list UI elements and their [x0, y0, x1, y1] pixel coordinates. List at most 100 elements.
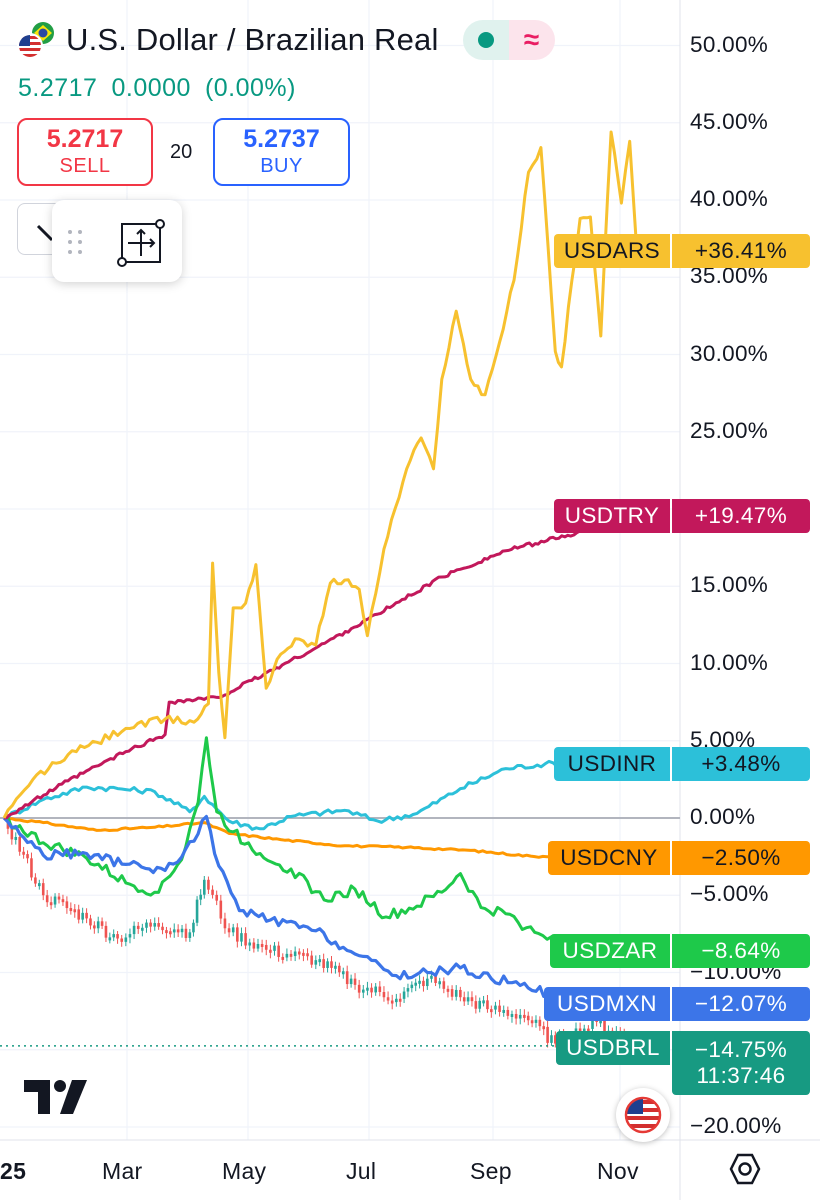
- approx-data-icon: ≈: [508, 20, 555, 60]
- candle-body: [188, 932, 192, 938]
- candle-body: [402, 991, 406, 999]
- candle-body: [157, 923, 160, 927]
- candle-body: [124, 937, 128, 942]
- candle-body: [41, 883, 45, 896]
- series-value-label: −8.64%: [672, 934, 810, 968]
- y-tick-label: 45.00%: [690, 108, 769, 134]
- candle-body: [530, 1020, 534, 1024]
- x-tick-label: Mar: [102, 1158, 143, 1184]
- symbol-header[interactable]: U.S. Dollar / Brazilian Real ≈: [16, 20, 555, 60]
- candle-body: [293, 951, 297, 957]
- candle-body: [398, 998, 402, 1002]
- candle-body: [374, 986, 377, 993]
- candle-body: [141, 927, 144, 931]
- candle-body: [89, 918, 92, 926]
- series-value-label: −14.75%: [694, 1037, 788, 1062]
- candle-body: [273, 945, 276, 951]
- us-flag-icon[interactable]: [616, 1088, 670, 1142]
- candle-body: [462, 997, 466, 1002]
- candle-body: [591, 1017, 594, 1029]
- price-change-pct: (0.00%): [204, 74, 296, 102]
- candle-body: [494, 1005, 497, 1010]
- candle-body: [518, 1014, 522, 1019]
- candle-body: [554, 1035, 557, 1044]
- series-tag-usdtry[interactable]: USDTRY +19.47%: [554, 499, 810, 533]
- candle-body: [10, 828, 14, 840]
- market-open-icon: [462, 20, 509, 60]
- series-tag-usdbrl[interactable]: USDBRL −14.75% 11:37:46: [556, 1031, 810, 1095]
- series-line-usdcny: [3, 816, 641, 859]
- buy-button[interactable]: 5.2737 BUY: [213, 118, 350, 186]
- series-tag-usdcny[interactable]: USDCNY −2.50%: [548, 841, 810, 875]
- series-tag-usdmxn[interactable]: USDMXN −12.07%: [544, 987, 810, 1021]
- price-change: 0.0000: [111, 74, 191, 102]
- y-tick-label: 0.00%: [690, 804, 756, 829]
- candle-body: [490, 1009, 493, 1013]
- candle-body: [128, 934, 132, 938]
- candle-body: [260, 943, 264, 947]
- candle-body: [302, 952, 305, 956]
- candle-body: [252, 942, 256, 949]
- drag-handle-icon[interactable]: [66, 228, 86, 256]
- candle-body: [14, 836, 18, 840]
- market-status-pill[interactable]: ≈: [462, 20, 555, 60]
- candle-body: [310, 955, 313, 965]
- candle-body: [470, 997, 474, 1002]
- price-summary: 5.2717 0.0000 (0.00%): [18, 74, 296, 103]
- countdown-label: 11:37:46: [696, 1063, 786, 1088]
- candle-body: [108, 937, 112, 941]
- series-tag-usdzar[interactable]: USDZAR −8.64%: [550, 934, 810, 968]
- candle-body: [176, 929, 180, 933]
- buy-price: 5.2737: [243, 125, 320, 153]
- y-tick-label: 25.00%: [690, 417, 769, 443]
- candle-body: [285, 953, 289, 958]
- series-tag-usdinr[interactable]: USDINR +3.48%: [554, 747, 810, 781]
- candle-body: [395, 998, 398, 1003]
- symbol-title: U.S. Dollar / Brazilian Real: [66, 22, 439, 57]
- candle-body: [136, 925, 140, 929]
- candle-body: [53, 896, 57, 905]
- floating-toolbar[interactable]: [52, 200, 182, 282]
- series-name-label: USDBRL: [556, 1031, 670, 1065]
- candle-body: [195, 899, 199, 923]
- candle-body: [450, 989, 454, 997]
- move-resize-icon[interactable]: [116, 218, 166, 268]
- candle-body: [61, 899, 65, 903]
- candle-body: [410, 984, 414, 989]
- candle-body: [538, 1019, 542, 1027]
- candle-body: [26, 854, 29, 859]
- series-name-label: USDINR: [554, 747, 670, 781]
- candle-body: [349, 978, 353, 985]
- candle-body: [378, 986, 382, 993]
- candle-body: [231, 927, 235, 933]
- candle-body: [414, 982, 417, 986]
- y-tick-label: 15.00%: [690, 572, 769, 598]
- candle-body: [523, 1014, 526, 1018]
- candle-body: [338, 965, 341, 973]
- series-tag-usdars[interactable]: USDARS +36.41%: [554, 234, 810, 268]
- series-line-usdmxn: [2, 814, 641, 1007]
- candle-body: [345, 971, 349, 985]
- candle-body: [550, 1035, 553, 1043]
- sell-button[interactable]: 5.2717 SELL: [17, 118, 153, 186]
- last-price: 5.2717: [18, 74, 98, 102]
- settings-gear-icon[interactable]: [728, 1152, 762, 1186]
- candle-body: [289, 953, 293, 957]
- candle-body: [85, 912, 88, 919]
- candle-body: [100, 921, 104, 926]
- spread-value: 20: [170, 141, 193, 163]
- candle-body: [334, 965, 337, 969]
- buy-label: BUY: [260, 155, 303, 177]
- candle-body: [81, 912, 84, 920]
- x-tick-label: 25: [0, 1158, 27, 1184]
- candle-body: [486, 1000, 489, 1010]
- candle-body: [145, 922, 148, 928]
- series-line-usdzar: [3, 736, 642, 953]
- candle-body: [45, 895, 49, 903]
- candle-body: [149, 922, 152, 927]
- candle-body: [406, 988, 410, 992]
- candle-body: [430, 975, 433, 979]
- y-tick-label: 40.00%: [690, 186, 769, 211]
- candle-body: [341, 971, 345, 975]
